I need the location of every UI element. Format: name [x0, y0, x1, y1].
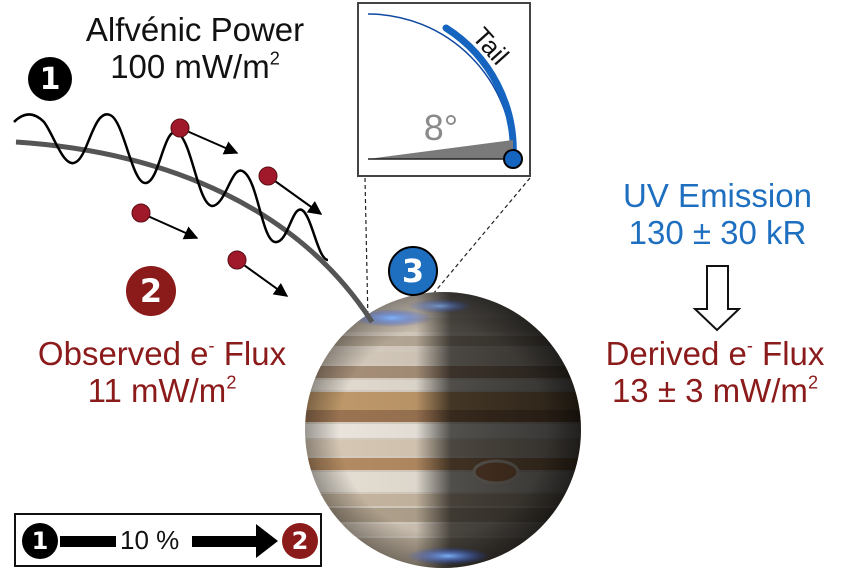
alfvenic-power-value: 100 mW/m2 — [110, 47, 280, 85]
alfven-wave — [13, 113, 329, 262]
legend-bar-right — [192, 536, 258, 547]
uv-to-flux-arrow — [692, 265, 742, 332]
alfvenic-power-title: Alfvénic Power — [85, 11, 305, 48]
electron-particle — [170, 118, 239, 155]
efficiency-legend: 1 10 % 2 — [14, 513, 322, 567]
electron-particle — [131, 203, 199, 240]
alfvenic-power-label: Alfvénic Power 100 mW/m2 — [60, 11, 330, 86]
tail-angle-inset: Tail 8° — [357, 2, 531, 177]
electron-particle — [258, 166, 323, 215]
step-one-badge: 1 — [28, 57, 72, 101]
inset-projection-line-right — [417, 177, 531, 313]
derived-flux-label: Derived e- Flux 13 ± 3 mW/m2 — [605, 335, 825, 409]
legend-arrowhead — [256, 524, 278, 558]
south-aurora — [406, 547, 490, 565]
electron-particle — [227, 250, 289, 297]
legend-percent: 10 % — [120, 525, 180, 555]
legend-bar-left — [60, 536, 116, 547]
angle-label: 8° — [424, 107, 458, 148]
jupiter-planet — [305, 292, 581, 568]
uv-emission-label: UV Emission 130 ± 30 kR — [623, 177, 812, 251]
legend-step-two-badge: 2 — [282, 523, 318, 559]
step-three-badge: 3 — [388, 246, 438, 296]
observed-flux-label: Observed e- Flux 11 mW/m2 — [37, 335, 287, 409]
step-two-badge: 2 — [126, 266, 176, 316]
legend-step-one-badge: 1 — [22, 523, 58, 559]
angle-wedge — [368, 140, 513, 159]
tail-endpoint — [503, 149, 523, 169]
north-aurora — [352, 309, 432, 327]
inset-projection-line-left — [364, 177, 369, 323]
